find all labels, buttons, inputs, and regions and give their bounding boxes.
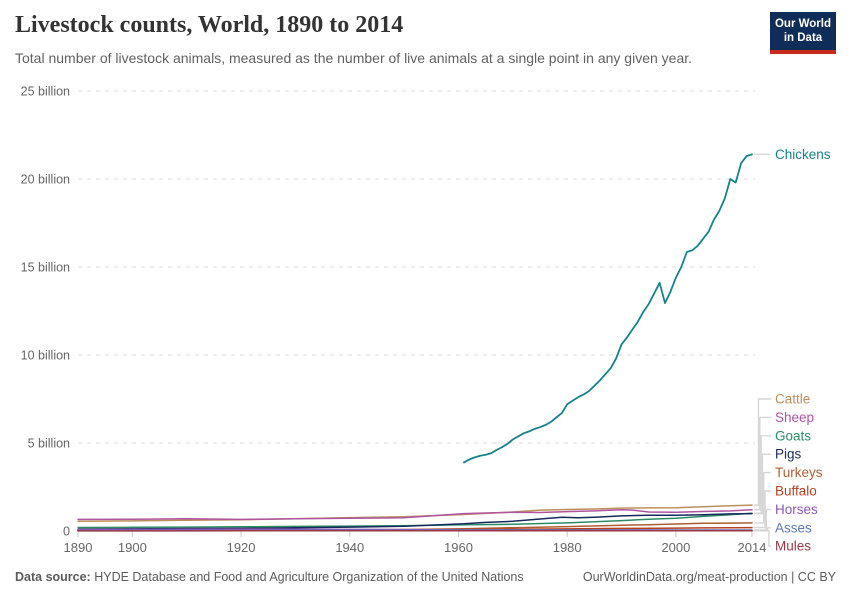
x-tick-label: 1940: [335, 540, 364, 555]
y-tick-label: 5 billion: [28, 437, 70, 451]
x-tick-label: 1980: [553, 540, 582, 555]
owid-logo-line1: Our World: [774, 18, 831, 30]
chart-title: Livestock counts, World, 1890 to 2014: [15, 12, 404, 38]
legend-connector-turkeys: [754, 471, 771, 524]
legend-connector-cattle: [754, 398, 771, 506]
legend-label-turkeys[interactable]: Turkeys: [775, 465, 823, 480]
data-source-label: Data source:: [15, 570, 91, 584]
x-tick-label: 1920: [227, 540, 256, 555]
data-source-text: HYDE Database and Food and Agriculture O…: [90, 570, 524, 584]
legend-label-sheep[interactable]: Sheep: [775, 410, 814, 425]
legend-label-goats[interactable]: Goats: [775, 428, 811, 443]
footer-link[interactable]: OurWorldinData.org/meat-production | CC …: [582, 570, 836, 584]
legend-connector-buffalo: [754, 490, 771, 529]
chart-footer: Data source: HYDE Database and Food and …: [15, 570, 836, 584]
x-tick-label: 1890: [64, 540, 93, 555]
y-tick-label: 20 billion: [21, 173, 70, 187]
series-line-chickens[interactable]: [463, 153, 753, 464]
x-tick-label: 1900: [118, 540, 147, 555]
chart-subtitle: Total number of livestock animals, measu…: [15, 50, 693, 66]
legend-label-mules[interactable]: Mules: [775, 539, 811, 554]
legend-label-cattle[interactable]: Cattle: [775, 392, 810, 407]
series-line-goats[interactable]: [77, 512, 753, 529]
y-tick-label: 10 billion: [21, 349, 70, 363]
data-source: Data source: HYDE Database and Food and …: [15, 570, 524, 584]
legend-label-chickens[interactable]: Chickens: [775, 147, 831, 162]
owid-logo-line2: in Data: [783, 32, 823, 45]
legend-label-pigs[interactable]: Pigs: [775, 447, 802, 462]
y-tick-label: 25 billion: [21, 85, 70, 99]
series-line-sheep[interactable]: [77, 508, 753, 521]
y-tick-label: 15 billion: [21, 261, 70, 275]
legend-connector-mules: [754, 530, 771, 547]
owid-logo[interactable]: Our World in Data: [770, 12, 836, 54]
legend-connector-sheep: [754, 416, 771, 511]
series-line-pigs[interactable]: [77, 512, 753, 530]
legend-label-buffalo[interactable]: Buffalo: [775, 484, 817, 499]
y-tick-label: 0: [63, 525, 70, 539]
legend-label-horses[interactable]: Horses: [775, 502, 818, 517]
x-tick-label: 1960: [444, 540, 473, 555]
legend-connector-pigs: [754, 453, 771, 515]
x-tick-label: 2014: [738, 540, 767, 555]
legend-label-asses[interactable]: Asses: [775, 520, 812, 535]
x-tick-label: 2000: [661, 540, 690, 555]
